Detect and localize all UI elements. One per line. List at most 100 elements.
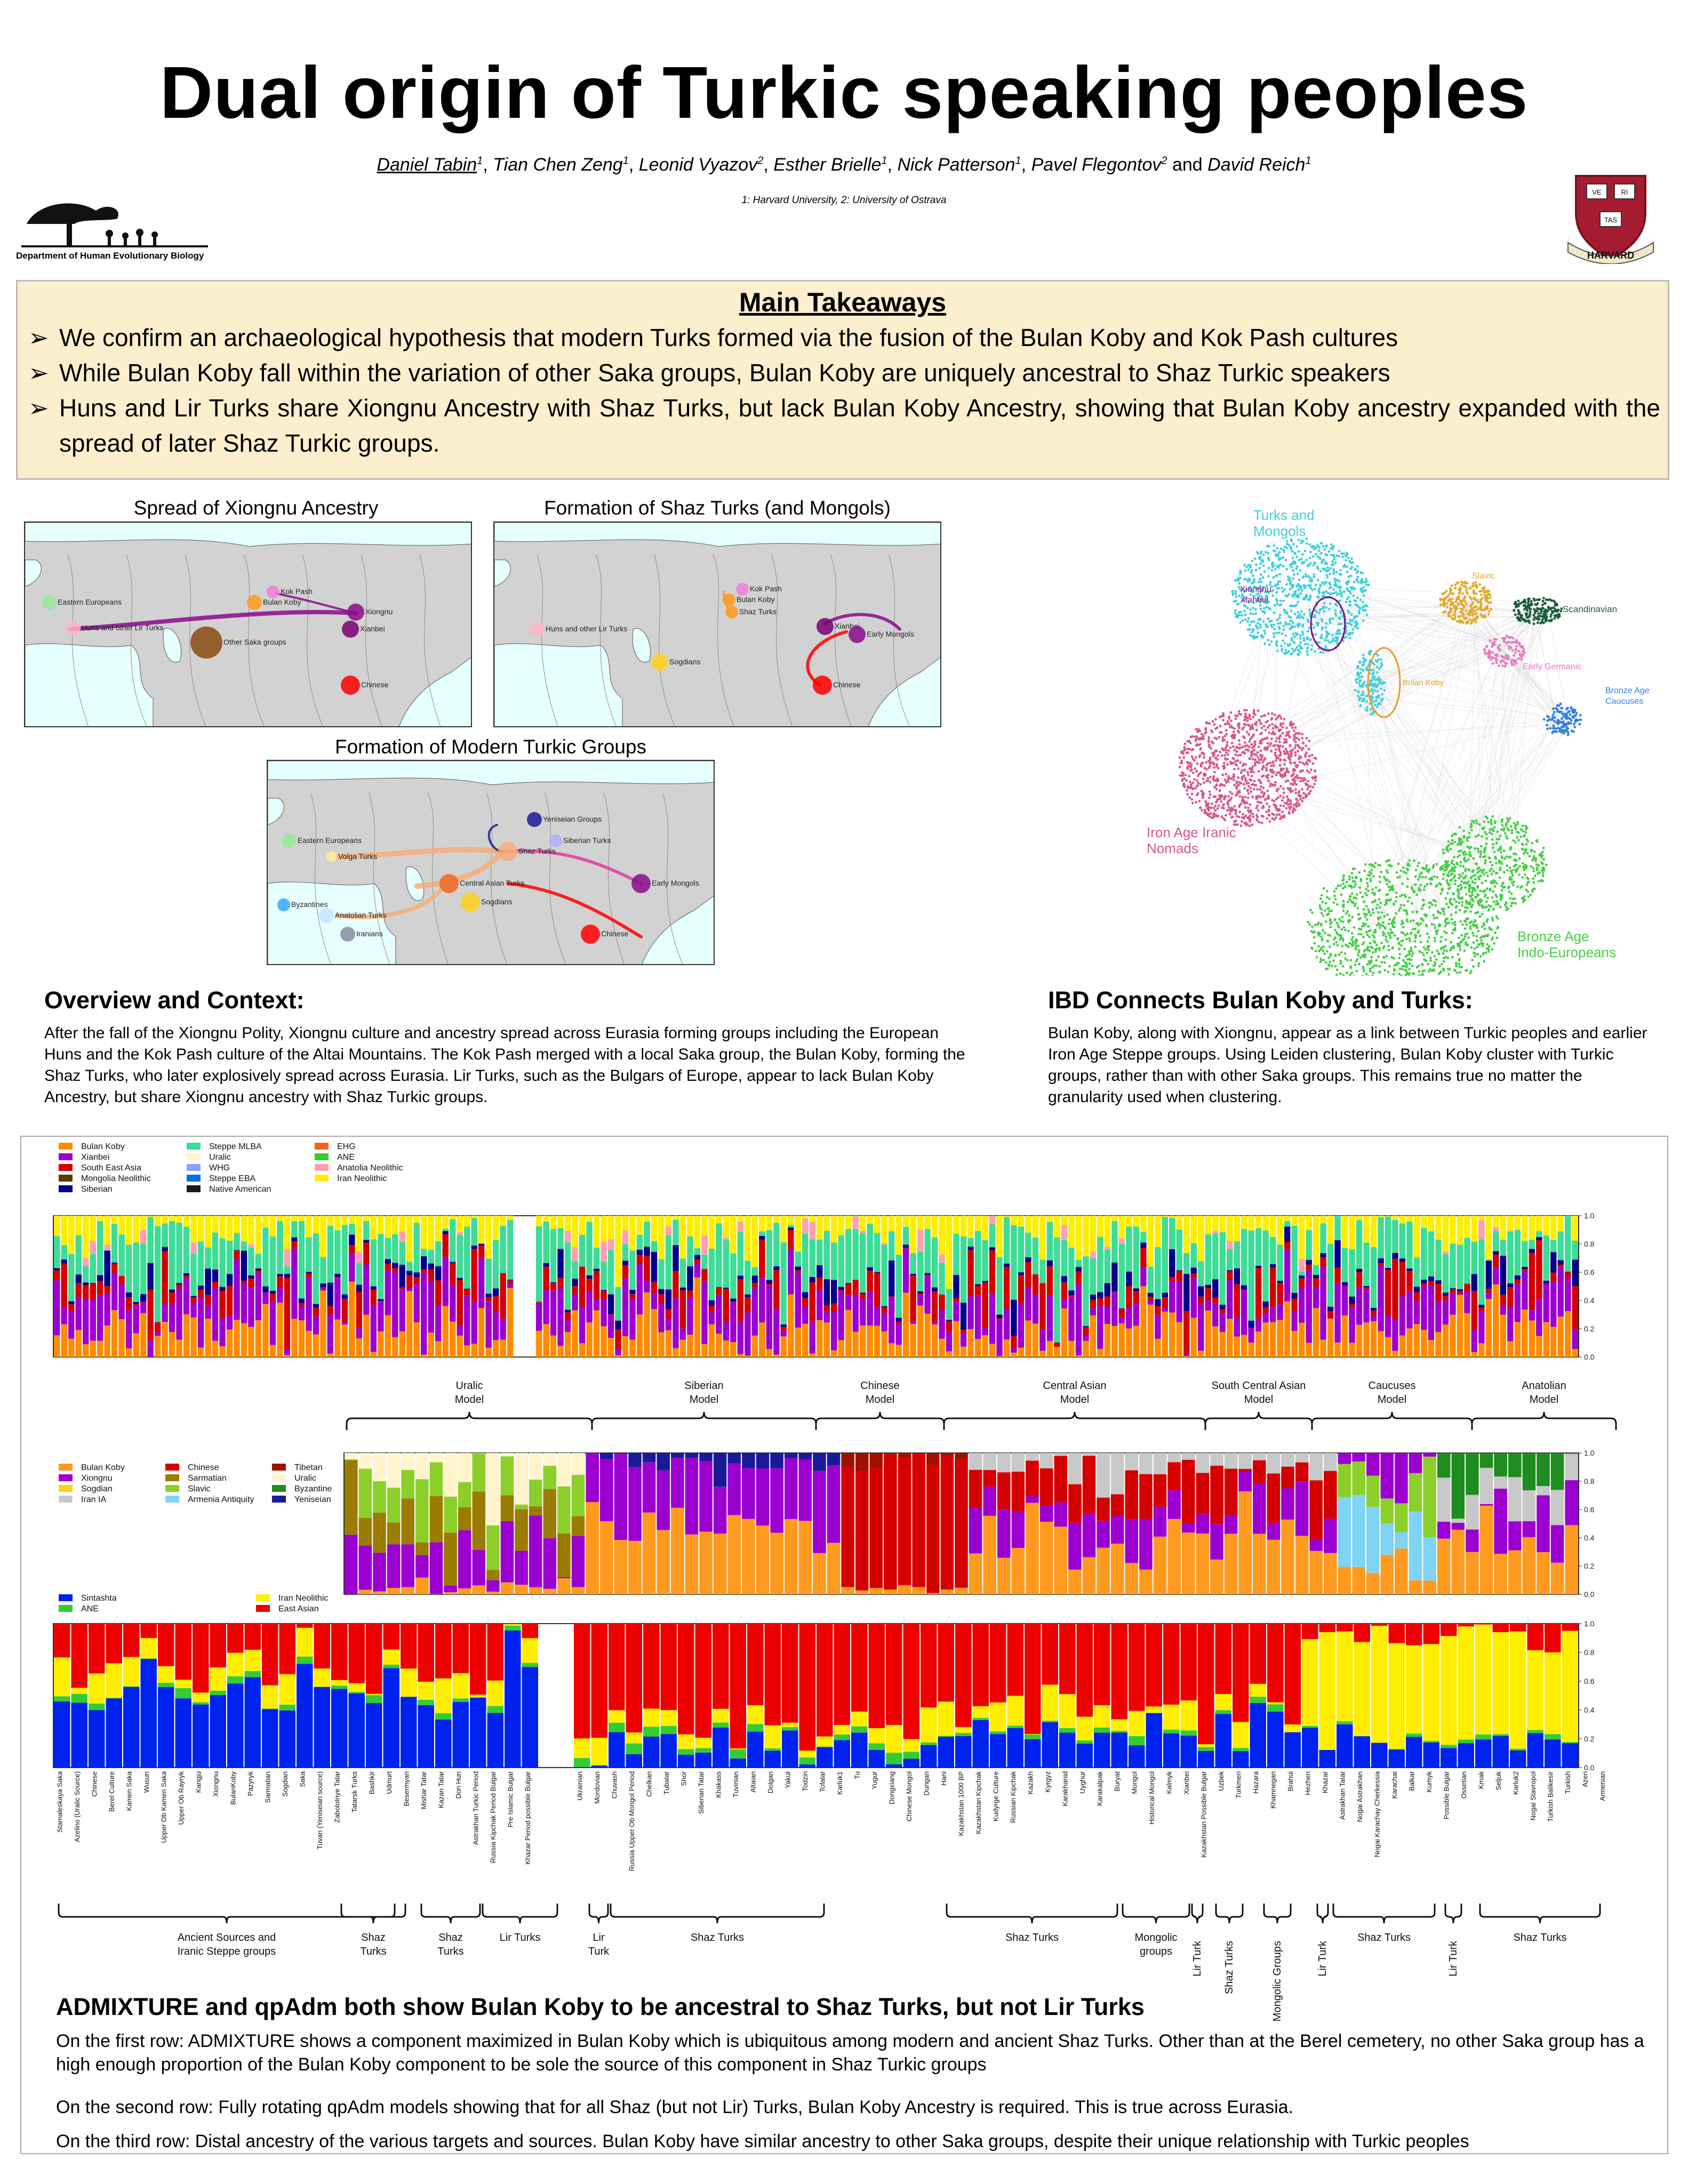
- map-population-marker: Sogdians: [651, 654, 700, 671]
- ibd-cluster-label: Early Germanic: [1523, 662, 1581, 671]
- author-separator: ,: [1021, 155, 1031, 175]
- author-list: Daniel Tabin1, Tian Chen Zeng1, Leonid V…: [0, 155, 1688, 175]
- map-population-marker: Iranians: [340, 927, 383, 942]
- author-name: Tian Chen Zeng: [493, 155, 623, 175]
- admixture-paragraph-2: On the second row: Fully rotating qpAdm …: [56, 2097, 1294, 2117]
- author-separator: ,: [887, 155, 898, 175]
- map-population-marker: Kok Pash: [736, 583, 782, 596]
- map-population-marker: Byzantines: [277, 898, 327, 911]
- department-name: Department of Human Evolutionary Biology: [16, 251, 204, 261]
- author-affiliation-mark: 1: [1015, 155, 1021, 167]
- map-label: Chinese: [361, 680, 389, 689]
- map3-title: Formation of Modern Turkic Groups: [335, 736, 646, 758]
- map-population-marker: Yeniseian Groups: [527, 812, 602, 827]
- map-label: Early Mongols: [867, 630, 914, 638]
- ibd-cluster-label: Xiongnu: [1240, 585, 1271, 594]
- author-separator: ,: [628, 155, 639, 175]
- map-label: Other Saka groups: [223, 638, 286, 646]
- map-population-marker: Eastern Europeans: [282, 833, 362, 848]
- map-population-marker: Xiongnu: [347, 604, 393, 621]
- ibd-cluster: [1231, 537, 1370, 656]
- map-population-marker: Eastern Europeans: [42, 595, 122, 610]
- author-affiliation-mark: 2: [1161, 155, 1167, 167]
- author-affiliation-mark: 2: [757, 155, 764, 167]
- ibd-cluster: [1307, 858, 1500, 998]
- map-label: Shaz Turks: [739, 607, 777, 616]
- map-label: Byzantines: [291, 900, 327, 909]
- takeaway-item: ➢ We confirm an archaeological hypothesis…: [28, 320, 1660, 355]
- migration-arrow: [414, 849, 505, 889]
- ibd-cluster: [1178, 709, 1317, 828]
- takeaways-heading: Main Takeaways: [739, 287, 947, 317]
- map-label: Yeniseian Groups: [543, 815, 602, 823]
- map2-title: Formation of Shaz Turks (and Mongols): [544, 497, 891, 519]
- map-population-marker: Shaz Turks: [725, 606, 777, 619]
- map-population-marker: Bulan Koby: [723, 593, 775, 606]
- author-name: Esther Brielle: [773, 155, 882, 175]
- map-population-marker: Bulan Koby: [247, 595, 301, 610]
- map-label: Chinese: [601, 929, 629, 938]
- map-label: Sogdians: [481, 897, 512, 906]
- ibd-cluster-label: Iron Age Iranic: [1147, 824, 1236, 840]
- migration-arrow: [501, 849, 643, 885]
- map-population-marker: Sogdians: [461, 893, 512, 912]
- arrow-bullet-icon: ➢: [28, 324, 49, 351]
- map-xiongnu-spread: Eastern Europeans Huns and other Lir Turk…: [24, 521, 472, 727]
- map-label: Eastern Europeans: [298, 836, 362, 845]
- ibd-cluster: [1513, 597, 1563, 625]
- migration-arrow: [335, 884, 446, 919]
- map-population-marker: Siberian Turks: [549, 834, 611, 847]
- ibd-cluster-label: Caucuses: [1605, 697, 1643, 706]
- harvard-wordmark: HARVARD: [1587, 250, 1634, 261]
- map-label: Bulan Koby: [263, 598, 301, 606]
- ibd-cluster-label: Xianbei: [1240, 596, 1268, 605]
- admixture-heading: ADMIXTURE and qpAdm both show Bulan Koby…: [56, 1993, 1145, 2020]
- migration-arrow: [334, 847, 505, 860]
- map-label: Huns and other Lir Turks: [82, 623, 163, 632]
- admixture-paragraph-3: On the third row: Distal ancestry of the…: [56, 2131, 1469, 2151]
- author-name: Leonid Vyazov: [638, 155, 758, 175]
- map-label: Kok Pash: [281, 587, 313, 596]
- map-label: Bulan Koby: [737, 595, 775, 604]
- author-affiliation-mark: 1: [1305, 155, 1311, 167]
- map-label: Iranians: [356, 929, 383, 938]
- veritas-ri: RI: [1621, 188, 1628, 196]
- map-shaz-formation: Kok Pash Bulan Koby Shaz Turks Huns and oth…: [493, 521, 941, 727]
- map-label: Xianbei: [360, 624, 385, 633]
- map-population-marker: Early Mongols: [631, 874, 699, 893]
- ibd-heading: IBD Connects Bulan Koby and Turks:: [1048, 986, 1473, 1014]
- harvard-shield-logo: VE RI TAS HARVARD: [1563, 163, 1659, 264]
- migration-arrow: [68, 610, 358, 631]
- ibd-cluster: [1439, 815, 1548, 912]
- ibd-cluster-label: Mongols: [1253, 523, 1306, 539]
- ibd-body: Bulan Koby, along with Xiongnu, appear a…: [1048, 1024, 1647, 1106]
- ibd-cluster: [1483, 634, 1526, 668]
- author-affiliation-mark: 1: [622, 155, 629, 167]
- map-population-marker: Xianbei: [342, 621, 385, 638]
- takeaway-item: ➢ Huns and Lir Turks share Xiongnu Ancest…: [28, 390, 1660, 461]
- map-population-marker: Early Mongols: [849, 626, 914, 643]
- map-modern-turkic-svg: Yeniseian Groups Eastern Europeans Siberia…: [268, 761, 714, 964]
- map-label: Central Asian Turks: [460, 879, 524, 887]
- author-separator: ,: [483, 155, 493, 175]
- main-takeaways-box: Main Takeaways ➢ We confirm an archaeolog…: [16, 280, 1669, 480]
- ibd-cluster-label: Bronze Age: [1605, 686, 1650, 695]
- map1-title: Spread of Xiongnu Ancestry: [133, 497, 379, 519]
- ibd-cluster-label: Scandinavian: [1563, 604, 1617, 614]
- bulan-koby-highlight-ring: [1367, 647, 1401, 718]
- arrow-bullet-icon: ➢: [28, 394, 49, 422]
- ibd-cluster-label: Bronze Age: [1517, 928, 1589, 944]
- map-label: Volga Turks: [338, 852, 377, 861]
- map-label: Shaz Turks: [518, 847, 556, 855]
- admixture-figure-frame: [20, 1136, 1668, 2154]
- map-modern-turkic: Yeniseian Groups Eastern Europeans Siberia…: [267, 760, 715, 965]
- ibd-network-plot: Turks and Mongols Xiongnu Xianbei Slavic Scan…: [1120, 480, 1669, 998]
- ibd-cluster: [1542, 702, 1582, 736]
- ibd-cluster-label: Nomads: [1147, 840, 1198, 856]
- author-name: Daniel Tabin: [377, 155, 477, 175]
- department-logo: Department of Human Evolutionary Biology: [16, 192, 213, 267]
- map-label: Eastern Europeans: [58, 598, 122, 606]
- poster-title: Dual origin of Turkic speaking peoples: [159, 52, 1529, 134]
- map-label: Huns and other Lir Turks: [546, 624, 627, 633]
